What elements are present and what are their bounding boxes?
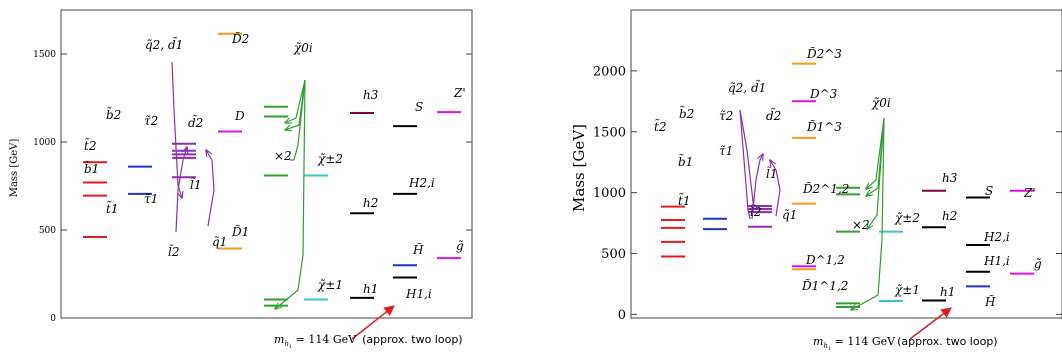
- level-label: b̃1: [84, 160, 99, 176]
- left-h1-arrow: [351, 305, 395, 340]
- level-label: D^3: [809, 87, 838, 101]
- level-label: q̃1: [782, 208, 797, 222]
- left-levels: [83, 32, 461, 307]
- y-tick-label: 2000: [593, 64, 626, 79]
- level-label: S: [415, 100, 423, 114]
- level-label: τ̃2: [719, 109, 733, 123]
- level-label: H̃: [984, 294, 996, 309]
- left-annotation: mh1 = 114 GeV (approx. two loop): [274, 333, 463, 350]
- level-label: l̃2: [168, 243, 179, 259]
- level-label: g̃: [1034, 257, 1042, 271]
- level-label: Z': [453, 86, 466, 100]
- level-label: l̃1: [766, 165, 777, 181]
- y-tick-label: 500: [601, 247, 626, 262]
- level-label: χ̃0i: [871, 96, 891, 110]
- level-label: g̃: [456, 239, 464, 253]
- level-label: ×2: [274, 149, 292, 163]
- level-label: ×2: [852, 218, 870, 232]
- right-y-axis-label: Mass [GeV]: [570, 124, 588, 212]
- level-label: t̃2: [654, 118, 666, 134]
- level-label: q̃2, d̃1: [728, 79, 766, 95]
- y-tick-label: 1000: [593, 186, 626, 201]
- right-plot-frame: [630, 9, 1062, 319]
- level-label: τ̃1: [144, 192, 158, 206]
- level-label: D̃2^1,2: [802, 181, 849, 196]
- y-tick-label: 500: [39, 226, 56, 236]
- level-label: χ̃±2: [317, 152, 343, 166]
- level-label: S: [985, 184, 993, 198]
- level-label: D^1,2: [805, 253, 845, 267]
- level-label: h3: [942, 171, 958, 185]
- level-label: D̃2: [231, 31, 249, 46]
- level-label: t̃2: [84, 137, 96, 153]
- level-label: H1,i: [983, 254, 1010, 268]
- right-h1-arrow: [909, 307, 952, 340]
- level-label: H̃: [412, 242, 424, 257]
- level-label: h2: [363, 196, 378, 210]
- level-label: χ̃0i: [293, 41, 313, 55]
- right-decay-arrows: [739, 109, 885, 310]
- level-label: d̃2: [766, 107, 781, 123]
- level-label: Z': [1023, 186, 1036, 200]
- left-labels: b̃2 t̃2 b̃1 t̃1 τ̃2 τ̃1 q̃2, d̃1 d̃2 l̃1 l̃2 q̃1 D̃…: [84, 31, 466, 301]
- level-label: D̃2^3: [806, 46, 842, 61]
- left-y-ticks: 0 500 1000 1500: [33, 50, 472, 324]
- level-label: H2,i: [983, 230, 1010, 244]
- level-label: b̃1: [678, 153, 693, 169]
- level-label: D: [234, 109, 245, 123]
- level-label: l̃1: [190, 176, 201, 192]
- level-label: b̃2: [679, 105, 694, 121]
- level-label: l̃2: [750, 203, 761, 219]
- level-label: d̃2: [188, 114, 203, 130]
- right-labels: b̃2 t̃2 b̃1 t̃1 τ̃2 τ̃1 q̃2, d̃1d̃2 l̃1 l̃2 q̃1 D̃…: [654, 46, 1042, 309]
- level-label: χ̃±2: [894, 211, 920, 225]
- level-label: q̃1: [212, 235, 227, 249]
- level-label: τ̃2: [144, 114, 158, 128]
- level-label: H1,i: [405, 287, 432, 301]
- y-tick-label: 1000: [33, 138, 56, 148]
- y-tick-label: 0: [618, 308, 626, 323]
- level-label: D̃1: [231, 224, 249, 239]
- left-y-axis-label: Mass [GeV]: [9, 139, 20, 198]
- level-label: b̃2: [106, 106, 121, 122]
- right-panel: Mass [GeV] 0 500 1000 1500 2000 b̃2 t̃2 b̃1 t̃1…: [570, 9, 1062, 352]
- level-label: χ̃±1: [317, 278, 343, 292]
- level-label: D̃1^3: [806, 119, 842, 134]
- level-label: H2,i: [408, 176, 435, 190]
- level-label: h1: [363, 282, 378, 296]
- y-tick-label: 1500: [593, 125, 626, 140]
- level-label: χ̃±1: [894, 283, 920, 297]
- left-panel: Mass [GeV] 0 500 1000 1500 b̃2 t̃2 b̃1 t̃1 τ̃2 τ…: [9, 9, 473, 350]
- right-y-ticks: 0 500 1000 1500 2000: [593, 64, 1062, 323]
- level-label: τ̃1: [719, 144, 733, 158]
- left-decay-arrows: [171, 61, 306, 309]
- level-label: t̃1: [106, 200, 118, 216]
- y-tick-label: 1500: [33, 50, 56, 60]
- level-label: h3: [363, 88, 379, 102]
- level-label: q̃2, d̃1: [145, 36, 183, 52]
- level-label: h2: [942, 209, 957, 223]
- y-tick-label: 0: [50, 314, 56, 324]
- level-label: h1: [940, 285, 955, 299]
- left-plot-frame: [60, 9, 473, 319]
- right-annotation: mh1 = 114 GeV (approx. two loop): [813, 335, 998, 352]
- level-label: D̃1^1,2: [801, 278, 848, 293]
- level-label: t̃1: [678, 192, 690, 208]
